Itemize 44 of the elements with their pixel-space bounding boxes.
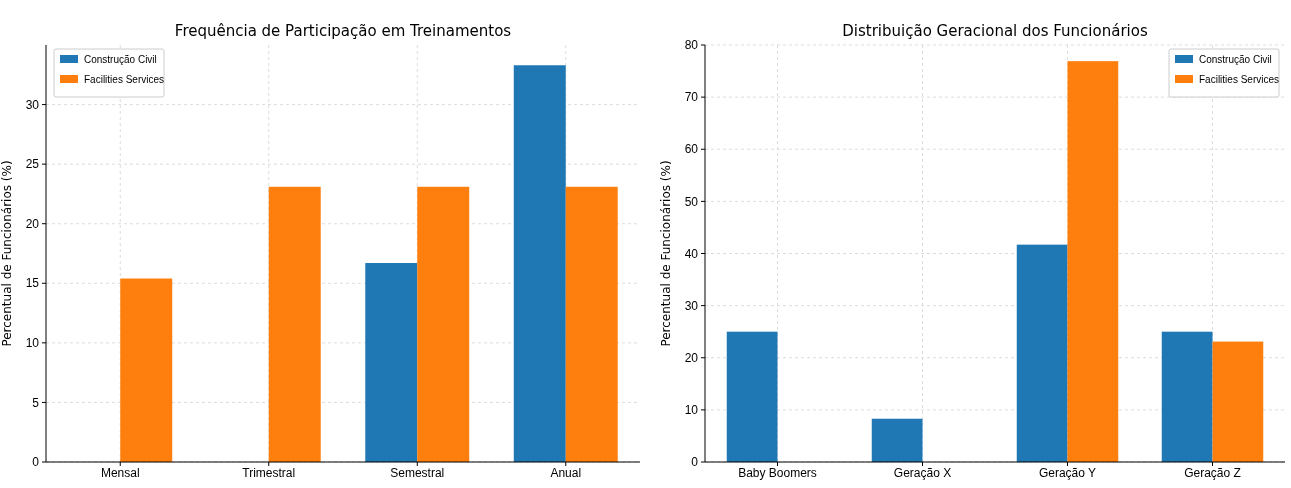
y-axis-title: Percentual de Funcionários (%)	[659, 160, 673, 347]
bar	[365, 263, 418, 462]
bar	[268, 186, 321, 462]
x-tick-label: Geração Y	[1038, 466, 1097, 480]
y-tick-label: 40	[684, 246, 699, 261]
y-tick-label: 0	[691, 455, 699, 470]
y-tick-label: 5	[32, 395, 40, 410]
y-tick-label: 70	[684, 90, 699, 105]
y-tick-label: 25	[25, 157, 40, 172]
bar	[1016, 244, 1068, 462]
x-tick-label: Geração Z	[1184, 466, 1241, 480]
y-tick-label: 10	[684, 403, 699, 418]
bar	[120, 278, 173, 462]
bar	[417, 186, 470, 462]
bar	[565, 186, 618, 462]
legend-label: Construção Civil	[84, 53, 157, 65]
legend-label: Facilities Services	[84, 73, 165, 85]
x-tick-label: Geração X	[893, 466, 952, 480]
y-tick-label: 80	[684, 38, 699, 53]
y-tick-label: 0	[32, 455, 40, 470]
y-axis-title: Percentual de Funcionários (%)	[0, 160, 14, 347]
y-tick-label: 20	[25, 216, 40, 231]
bar	[871, 418, 923, 462]
y-tick-label: 10	[25, 336, 40, 351]
bar	[726, 331, 778, 462]
legend-label: Construção Civil	[1199, 53, 1272, 65]
y-tick-label: 20	[684, 350, 699, 365]
legend-label: Facilities Services	[1199, 73, 1280, 85]
x-tick-label: Mensal	[100, 466, 140, 480]
y-tick-label: 30	[25, 97, 40, 112]
bar	[513, 65, 566, 462]
bar	[1212, 341, 1264, 462]
chart-title: Distribuição Geracional dos Funcionários	[842, 22, 1148, 40]
y-tick-label: 30	[684, 298, 699, 313]
x-tick-label: Anual	[550, 466, 582, 480]
y-tick-label: 60	[684, 142, 699, 157]
y-tick-label: 50	[684, 194, 699, 209]
x-tick-label: Baby Boomers	[738, 466, 817, 480]
chart-title: Frequência de Participação em Treinamentos	[174, 22, 512, 40]
x-tick-label: Trimestral	[242, 466, 296, 480]
bar	[1067, 61, 1119, 462]
x-tick-label: Semestral	[390, 466, 445, 480]
bar	[1161, 331, 1213, 462]
y-tick-label: 15	[25, 276, 40, 291]
